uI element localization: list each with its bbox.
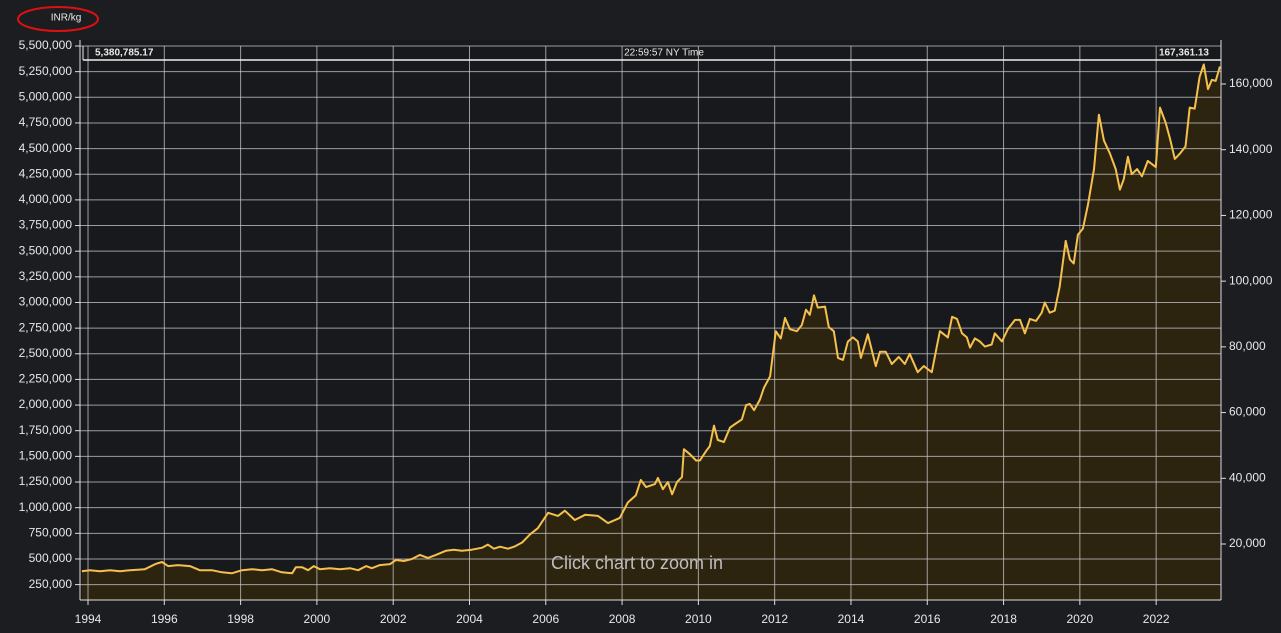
y-tick-label: 3,500,000 [19,243,73,257]
y-tick-label: 3,000,000 [19,295,73,309]
y2-tick-label: 100,000 [1229,273,1273,287]
y-tick-label: 4,250,000 [19,166,73,180]
y-tick-label: 5,500,000 [19,38,73,52]
price-line [81,63,1221,575]
y-tick-label: 250,000 [29,577,73,591]
y-tick-label: 3,250,000 [19,269,73,283]
y-tick-label: 1,750,000 [19,423,73,437]
right-price: 167,361.13 [1159,48,1209,59]
x-tick-label: 2018 [990,612,1017,626]
x-tick-label: 1994 [75,612,102,626]
zoom-hint[interactable]: Click chart to zoom in [551,553,723,573]
x-tick-label: 2010 [685,612,712,626]
y2-tick-label: 40,000 [1229,470,1266,484]
x-tick-label: 2002 [380,612,407,626]
highlight-circle [17,6,99,32]
y2-tick-label: 20,000 [1229,536,1266,550]
x-tick-label: 1998 [227,612,254,626]
x-tick-label: 2006 [532,612,559,626]
x-tick-label: 2008 [609,612,636,626]
x-tick-label: 2014 [838,612,865,626]
y2-tick-label: 60,000 [1229,405,1266,419]
y2-tick-label: 160,000 [1229,76,1273,90]
x-tick-label: 1996 [151,612,178,626]
y-tick-label: 1,250,000 [19,474,73,488]
y-tick-label: 4,750,000 [19,115,73,129]
y-tick-label: 2,000,000 [19,397,73,411]
y2-tick-label: 80,000 [1229,339,1266,353]
y-tick-label: 5,250,000 [19,64,73,78]
y-tick-label: 1,000,000 [19,500,73,514]
x-tick-label: 2020 [1067,612,1094,626]
y-tick-label: 2,250,000 [19,372,73,386]
x-tick-label: 2000 [304,612,331,626]
y-tick-label: 500,000 [29,551,73,565]
x-tick-label: 2022 [1143,612,1170,626]
y-tick-label: 4,000,000 [19,192,73,206]
y-tick-label: 5,000,000 [19,89,73,103]
x-tick-label: 2016 [914,612,941,626]
y2-tick-label: 120,000 [1229,208,1273,222]
area-fill [81,64,1220,600]
y-tick-label: 4,500,000 [19,141,73,155]
timestamp: 22:59:57 NY Time [624,48,704,59]
marks [80,45,1221,600]
x-tick-label: 2012 [761,612,788,626]
y-tick-label: 3,750,000 [19,218,73,232]
y-tick-label: 2,500,000 [19,346,73,360]
unit-label: INR/kg [51,13,82,24]
y-tick-label: 1,500,000 [19,449,73,463]
left-price: 5,380,785.17 [95,48,154,59]
y-tick-label: 750,000 [29,525,73,539]
x-tick-label: 2004 [456,612,483,626]
y2-tick-label: 140,000 [1229,142,1273,156]
y-tick-label: 2,750,000 [19,320,73,334]
